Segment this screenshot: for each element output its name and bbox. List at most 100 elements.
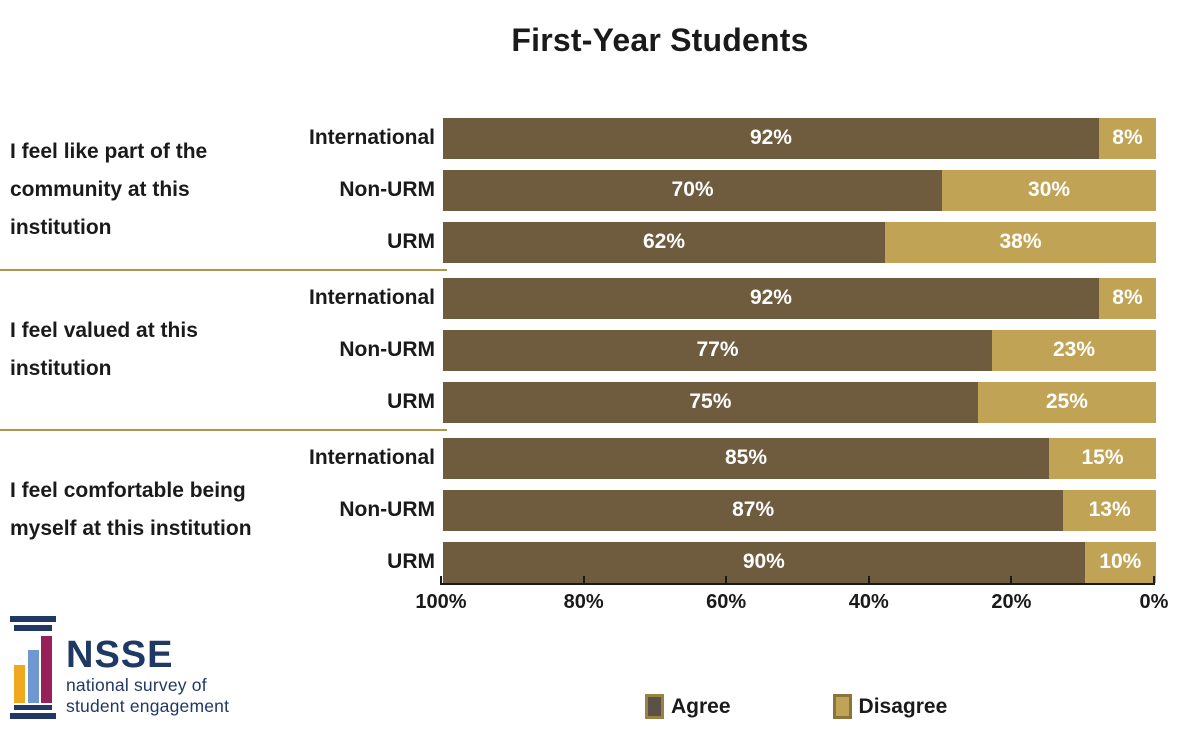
agree-value-label: 92%	[749, 286, 792, 309]
disagree-value-label: 10%	[1099, 550, 1142, 573]
stacked-bar: 85% 15%	[443, 437, 1156, 479]
stacked-bar: 77% 23%	[443, 329, 1156, 371]
agree-value-label: 92%	[749, 126, 792, 149]
stacked-bar: 70% 30%	[443, 169, 1156, 211]
stacked-bar: 90% 10%	[443, 541, 1156, 583]
column-base-bar	[14, 705, 52, 710]
group-divider	[0, 429, 447, 431]
bar-row: URM 62% 38%	[282, 216, 1156, 268]
stacked-bar: 62% 38%	[443, 221, 1156, 263]
disagree-segment: 30%	[942, 169, 1156, 211]
column-capital-bar	[10, 616, 56, 622]
agree-value-label: 90%	[742, 550, 785, 573]
disagree-segment: 10%	[1084, 541, 1156, 583]
agree-segment: 85%	[443, 437, 1050, 479]
disagree-segment: 13%	[1063, 489, 1156, 531]
agree-swatch	[645, 694, 664, 719]
agree-segment: 62%	[443, 221, 886, 263]
axis-tick-label: 100%	[415, 591, 467, 613]
disagree-value-label: 38%	[999, 230, 1042, 253]
column-base-bar	[10, 713, 56, 719]
legend-item-agree: Agree	[645, 694, 731, 719]
axis-tick-label: 60%	[706, 591, 747, 613]
x-axis-line	[440, 576, 1155, 585]
disagree-segment: 8%	[1098, 277, 1156, 319]
bar-row: Non-URM 70% 30%	[282, 164, 1156, 216]
legend-label: Disagree	[858, 694, 948, 718]
agree-segment: 77%	[443, 329, 992, 371]
agree-segment: 75%	[443, 381, 978, 423]
axis-tick-label: 20%	[991, 591, 1032, 613]
x-axis-labels: 100% 80% 60% 40% 20% 0%	[415, 591, 1168, 621]
bar-row: International 92% 8%	[282, 112, 1156, 164]
axis-tick	[725, 576, 728, 585]
nsse-acronym: NSSE	[66, 634, 174, 676]
axis-tick	[867, 576, 870, 585]
bar-row: URM 90% 10%	[282, 536, 1156, 588]
row-label: Non-URM	[339, 338, 435, 361]
disagree-segment: 15%	[1049, 437, 1156, 479]
disagree-segment: 8%	[1098, 117, 1156, 159]
agree-segment: 90%	[443, 541, 1085, 583]
agree-segment: 92%	[443, 277, 1099, 319]
logo-blue-bar	[28, 650, 39, 703]
legend: Agree Disagree	[645, 694, 947, 719]
column-capital-bar	[14, 625, 52, 631]
stacked-bar: 87% 13%	[443, 489, 1156, 531]
question-group-3: I feel comfortable being myself at this …	[0, 432, 1200, 588]
agree-value-label: 70%	[671, 178, 714, 201]
chart-title: First-Year Students	[511, 22, 809, 58]
disagree-segment: 38%	[885, 221, 1156, 263]
axis-tick	[1153, 576, 1155, 585]
agree-value-label: 62%	[643, 230, 686, 253]
agree-segment: 87%	[443, 489, 1064, 531]
bar-row: URM 75% 25%	[282, 376, 1156, 428]
agree-value-label: 77%	[696, 338, 739, 361]
bar-row: International 92% 8%	[282, 272, 1156, 324]
stacked-bar: 92% 8%	[443, 277, 1156, 319]
legend-label: Agree	[671, 694, 731, 718]
row-label: Non-URM	[339, 178, 435, 201]
axis-tick	[440, 576, 442, 585]
disagree-value-label: 15%	[1081, 446, 1124, 469]
row-label: Non-URM	[339, 498, 435, 521]
agree-segment: 92%	[443, 117, 1099, 159]
nsse-logo-text: NSSE national survey of student engageme…	[66, 636, 229, 715]
row-label: URM	[387, 550, 435, 573]
row-label: International	[308, 446, 435, 469]
disagree-value-label: 8%	[1112, 126, 1143, 149]
row-label: International	[308, 286, 435, 309]
disagree-swatch	[832, 694, 852, 719]
question-label: I feel comfortable being myself at this …	[10, 479, 252, 540]
row-label: URM	[387, 230, 435, 253]
disagree-value-label: 13%	[1088, 498, 1131, 521]
disagree-segment: 25%	[977, 381, 1156, 423]
question-group-2: I feel valued at this institution Intern…	[0, 272, 1200, 428]
agree-value-label: 75%	[689, 390, 732, 413]
legend-item-disagree: Disagree	[832, 694, 948, 719]
logo-gold-bar	[14, 665, 25, 703]
bar-row: International 85% 15%	[282, 432, 1156, 484]
question-label: I feel like part of the community at thi…	[10, 140, 208, 239]
stacked-bar-chart: I feel like part of the community at thi…	[0, 112, 1200, 621]
axis-tick	[582, 576, 585, 585]
question-label: I feel valued at this institution	[10, 319, 198, 380]
bar-row: Non-URM 77% 23%	[282, 324, 1156, 376]
agree-value-label: 85%	[725, 446, 768, 469]
agree-value-label: 87%	[732, 498, 775, 521]
disagree-value-label: 30%	[1028, 178, 1071, 201]
nsse-subtitle-line2: student engagement	[66, 695, 230, 716]
column-bar-chart-icon	[8, 616, 60, 719]
axis-tick	[1010, 576, 1013, 585]
axis-tick-label: 80%	[563, 591, 604, 613]
disagree-value-label: 8%	[1112, 286, 1143, 309]
bar-row: Non-URM 87% 13%	[282, 484, 1156, 536]
stacked-bar: 92% 8%	[443, 117, 1156, 159]
question-group-1: I feel like part of the community at thi…	[0, 112, 1200, 268]
disagree-value-label: 25%	[1045, 390, 1088, 413]
nsse-logo: NSSE national survey of student engageme…	[8, 616, 248, 726]
logo-maroon-bar	[41, 636, 52, 703]
agree-segment: 70%	[443, 169, 943, 211]
nsse-subtitle-line1: national survey of	[66, 675, 207, 695]
row-label: International	[308, 126, 435, 149]
